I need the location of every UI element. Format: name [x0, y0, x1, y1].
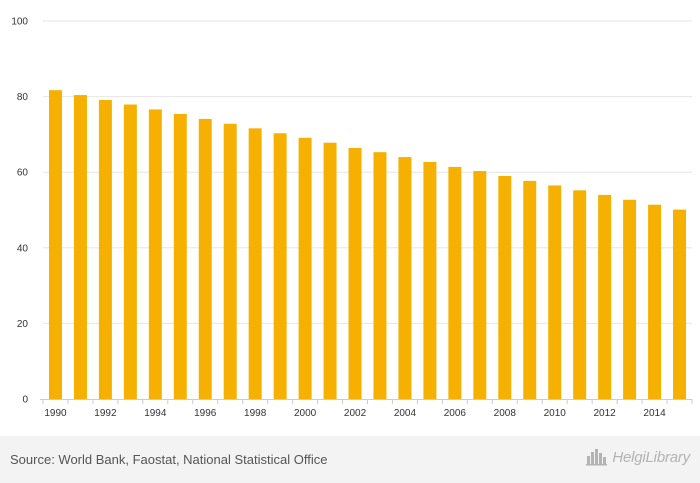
x-tick-label: 1996: [194, 408, 217, 419]
x-tick-label: 2006: [444, 408, 467, 419]
bar-2015[interactable]: [673, 209, 687, 399]
x-tick-label: 2000: [294, 408, 317, 419]
bar-2010[interactable]: [548, 185, 562, 399]
bar-1999[interactable]: [273, 133, 287, 400]
gridlines: [43, 20, 692, 324]
bar-1994[interactable]: [148, 109, 162, 400]
bar-1990[interactable]: [48, 90, 62, 399]
bar-1993[interactable]: [123, 104, 137, 400]
x-axis: [40, 399, 693, 404]
bar-2000[interactable]: [298, 137, 312, 399]
footer: [0, 436, 700, 483]
brand-logo[interactable]: HelgiLibrary: [586, 448, 690, 466]
x-tick-label: 1994: [144, 408, 167, 419]
x-tick-label: 2012: [594, 408, 617, 419]
bar-1997[interactable]: [223, 123, 237, 399]
bar-1996[interactable]: [198, 118, 212, 399]
y-axis-ticks: 0 20 40 60 80 100: [11, 17, 28, 406]
bar-chart: 0 20 40 60 80 100 1990 1992 1994 1996 1998 2000 200…: [11, 17, 693, 419]
y-tick-label: 20: [17, 319, 29, 330]
bar-2008[interactable]: [498, 175, 512, 399]
x-tick-label: 1990: [44, 408, 67, 419]
bar-2004[interactable]: [398, 157, 412, 399]
bar-2002[interactable]: [348, 148, 362, 399]
x-tick-label: 1992: [94, 408, 117, 419]
bars: [48, 90, 687, 400]
bar-2003[interactable]: [373, 152, 387, 399]
x-tick-label: 2014: [643, 408, 666, 419]
city-skyline-icon: [586, 449, 608, 466]
x-tick-label: 2008: [494, 408, 517, 419]
bar-2009[interactable]: [523, 180, 537, 399]
bar-1992[interactable]: [98, 100, 112, 399]
bar-1998[interactable]: [248, 128, 262, 400]
bar-2006[interactable]: [448, 166, 462, 399]
bar-2005[interactable]: [423, 161, 437, 399]
bar-2007[interactable]: [473, 171, 487, 399]
x-tick-label: 2004: [394, 408, 417, 419]
y-tick-label: 0: [22, 395, 28, 406]
x-tick-label: 2002: [344, 408, 367, 419]
brand-name: HelgiLibrary: [612, 448, 690, 466]
source-note: Source: World Bank, Faostat, National St…: [10, 452, 328, 467]
y-tick-label: 80: [17, 92, 29, 103]
y-tick-label: 100: [11, 17, 28, 28]
bar-2001[interactable]: [323, 142, 337, 399]
bar-1991[interactable]: [73, 95, 87, 399]
bar-2012[interactable]: [598, 194, 612, 399]
x-axis-ticks: 1990 1992 1994 1996 1998 2000 2002 2004 2006 2008…: [44, 408, 666, 419]
bar-2014[interactable]: [648, 204, 662, 399]
y-tick-label: 60: [17, 168, 29, 179]
x-tick-label: 1998: [244, 408, 267, 419]
x-tick-label: 2010: [544, 408, 567, 419]
bar-2013[interactable]: [623, 199, 637, 399]
bar-2011[interactable]: [573, 190, 587, 399]
bar-1995[interactable]: [173, 113, 187, 399]
y-tick-label: 40: [17, 243, 29, 254]
